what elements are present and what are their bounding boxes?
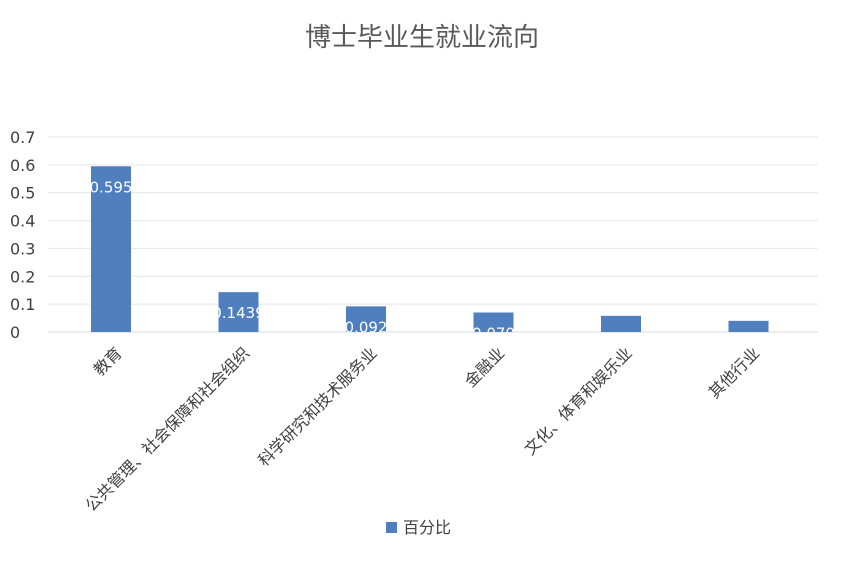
y-tick-label: 0.6 bbox=[10, 156, 35, 175]
y-tick-label: 0.3 bbox=[10, 239, 35, 258]
bar bbox=[346, 306, 386, 332]
data-label: 0.092 bbox=[345, 318, 388, 336]
data-label: 0.595 bbox=[90, 178, 133, 196]
bar bbox=[601, 315, 641, 332]
data-label: 0.070 bbox=[472, 325, 515, 343]
y-tick-label: 0.2 bbox=[10, 267, 35, 286]
legend: 百分比 bbox=[386, 518, 451, 537]
y-tick-label: 0.4 bbox=[10, 212, 35, 231]
category-label: 其他行业 bbox=[705, 343, 764, 402]
bar bbox=[218, 292, 259, 332]
category-label: 金融业 bbox=[461, 343, 508, 390]
bar bbox=[728, 320, 769, 332]
data-label: 0.1439 bbox=[212, 304, 265, 322]
y-tick-label: 0 bbox=[10, 323, 20, 342]
bar bbox=[473, 312, 514, 332]
legend-label: 百分比 bbox=[403, 518, 451, 537]
y-tick-label: 0.7 bbox=[10, 128, 35, 147]
legend-swatch bbox=[386, 522, 397, 533]
y-tick-label: 0.1 bbox=[10, 295, 35, 314]
chart-title: 博士毕业生就业流向 bbox=[305, 23, 539, 53]
category-label: 科学研究和技术服务业 bbox=[254, 343, 381, 470]
bar bbox=[91, 166, 131, 332]
category-label: 教育 bbox=[90, 343, 126, 379]
category-label: 文化、体育和娱乐业 bbox=[521, 343, 636, 458]
y-tick-label: 0.5 bbox=[10, 184, 35, 203]
